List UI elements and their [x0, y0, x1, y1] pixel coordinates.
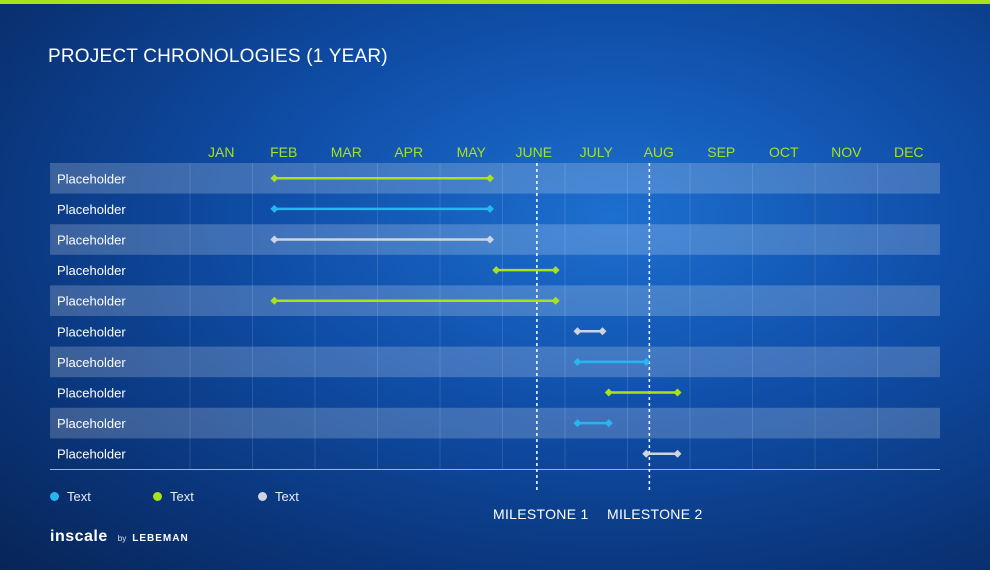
- bar-start-marker: [573, 419, 582, 428]
- legend-label: Text: [275, 489, 299, 504]
- month-label: OCT: [769, 144, 799, 160]
- month-label: NOV: [831, 144, 862, 160]
- bar-end-marker: [673, 388, 682, 397]
- top-accent-bar: [0, 0, 990, 4]
- bar-end-marker: [598, 327, 607, 336]
- row-label: Placeholder: [57, 202, 126, 217]
- legend-item-green: Text: [153, 489, 194, 504]
- month-label: DEC: [894, 144, 924, 160]
- row-label: Placeholder: [57, 263, 126, 278]
- row-label: Placeholder: [57, 355, 126, 370]
- month-label: FEB: [270, 144, 297, 160]
- brand-by: by: [117, 534, 127, 543]
- row-label: Placeholder: [57, 233, 126, 248]
- milestone-2-label: MILESTONE 2: [607, 506, 703, 522]
- bar-end-marker: [604, 419, 613, 428]
- brand-logo: inscale: [50, 528, 108, 545]
- legend-dot: [153, 492, 162, 501]
- bar-start-marker: [573, 327, 582, 336]
- row-band: [50, 224, 940, 255]
- bar-end-marker: [551, 266, 560, 275]
- month-label: MAY: [457, 144, 487, 160]
- legend-dot: [258, 492, 267, 501]
- bar-start-marker: [573, 357, 582, 366]
- bar-start-marker: [642, 449, 651, 458]
- row-band: [50, 407, 940, 439]
- month-label: JUNE: [515, 144, 552, 160]
- bar-start-marker: [270, 204, 279, 213]
- brand-partner: LEBEMAN: [132, 533, 189, 544]
- legend-label: Text: [170, 489, 194, 504]
- page-title: PROJECT CHRONOLOGIES (1 YEAR): [48, 46, 388, 67]
- legend-dot: [50, 492, 59, 501]
- row-label: Placeholder: [57, 416, 126, 431]
- row-label: Placeholder: [57, 447, 126, 462]
- milestone-1-label: MILESTONE 1: [493, 506, 589, 522]
- bar-end-marker: [486, 174, 494, 183]
- month-label: SEP: [707, 144, 735, 160]
- legend-label: Text: [67, 489, 91, 504]
- month-label: MAR: [331, 144, 362, 160]
- bar-end-marker: [486, 235, 494, 244]
- month-label: JULY: [580, 144, 614, 160]
- bar-end-marker: [486, 204, 494, 213]
- bar-start-marker: [270, 174, 279, 183]
- bar-start-marker: [604, 388, 613, 397]
- legend-item-white: Text: [258, 489, 299, 504]
- row-label: Placeholder: [57, 294, 126, 309]
- bar-start-marker: [492, 266, 501, 275]
- row-label: Placeholder: [57, 386, 126, 401]
- bar-start-marker: [270, 296, 279, 305]
- month-label: AUG: [644, 144, 674, 160]
- month-label: JAN: [208, 144, 234, 160]
- bar-end-marker: [642, 357, 651, 366]
- bar-end-marker: [673, 449, 682, 458]
- row-label: Placeholder: [57, 171, 126, 186]
- bar-start-marker: [270, 235, 279, 244]
- bar-end-marker: [551, 296, 560, 305]
- month-label: APR: [394, 144, 423, 160]
- row-label: Placeholder: [57, 324, 126, 339]
- legend-item-blue: Text: [50, 489, 91, 504]
- brand-footer: inscale by LEBEMAN: [50, 528, 189, 546]
- row-band: [50, 346, 940, 378]
- row-band: [50, 163, 940, 194]
